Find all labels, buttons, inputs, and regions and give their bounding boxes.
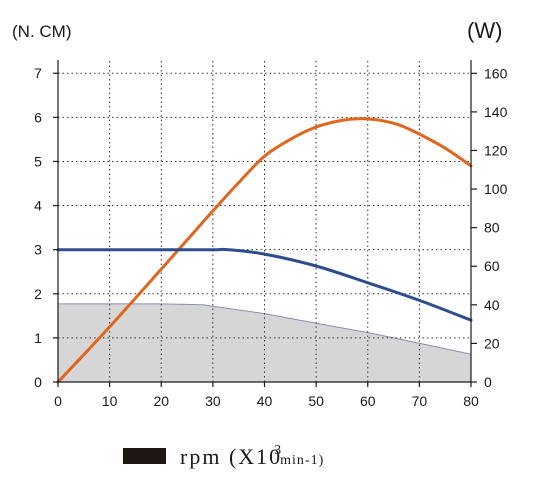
left-tick-label: 0 [34, 374, 42, 390]
left-tick-label: 3 [34, 242, 42, 258]
left-unit-label: (N. CM) [12, 22, 71, 41]
x-tick-label: 80 [463, 393, 479, 409]
right-tick-label: 20 [484, 335, 500, 351]
right-unit-label: (W) [467, 18, 502, 43]
legend-tail-text: -1) [305, 453, 324, 468]
legend-exp-text: 3 [274, 443, 282, 458]
series-layer [56, 117, 473, 384]
left-tick-label: 1 [34, 330, 42, 346]
right-tick-label: 140 [484, 104, 508, 120]
series-line-1 [56, 247, 473, 322]
x-tick-label: 40 [257, 393, 273, 409]
left-tick-label: 6 [34, 109, 42, 125]
left-tick-label: 4 [34, 198, 42, 214]
right-tick-label: 160 [484, 65, 508, 81]
right-tick-label: 80 [484, 220, 500, 236]
left-tick-label: 7 [34, 65, 42, 81]
x-tick-label: 30 [205, 393, 221, 409]
right-tick-label: 120 [484, 142, 508, 158]
x-tick-label: 60 [360, 393, 376, 409]
x-tick-label: 20 [153, 393, 169, 409]
x-tick-label: 70 [412, 393, 428, 409]
right-tick-label: 60 [484, 258, 500, 274]
series-line-0 [56, 117, 473, 384]
legend: rpm (X103 min-1) [123, 443, 324, 469]
x-tick-label: 10 [102, 393, 118, 409]
x-tick-label: 0 [54, 393, 62, 409]
legend-main-text: rpm (X10 [180, 444, 282, 469]
legend-unit-text: min [280, 453, 305, 468]
right-tick-label: 0 [484, 374, 492, 390]
right-tick-label: 40 [484, 297, 500, 313]
left-tick-label: 2 [34, 286, 42, 302]
legend-swatch [123, 448, 166, 464]
x-tick-label: 50 [308, 393, 324, 409]
right-tick-label: 100 [484, 181, 508, 197]
left-tick-label: 5 [34, 153, 42, 169]
